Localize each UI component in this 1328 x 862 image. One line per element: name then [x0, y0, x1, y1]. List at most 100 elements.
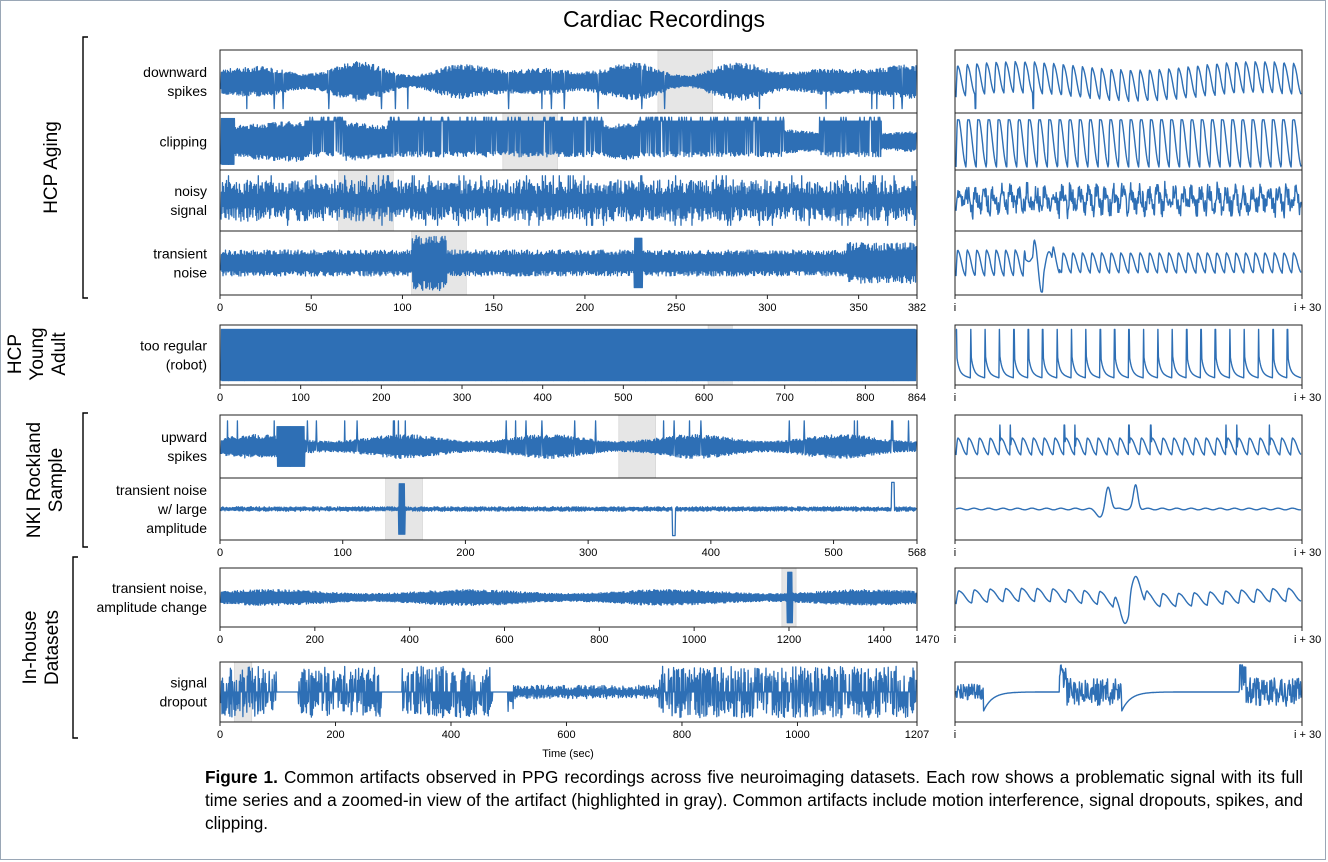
zoom-tick-label-start: i: [954, 392, 956, 404]
zoom-panel-frame: [954, 477, 1303, 541]
row-label: signal: [170, 202, 207, 218]
x-tick-label: 400: [702, 547, 720, 559]
row-label: noisy: [174, 183, 207, 199]
x-tick-label: 500: [824, 547, 842, 559]
full-signal-line: [220, 116, 917, 166]
x-tick-label: 100: [291, 392, 309, 404]
x-tick-label: 200: [456, 547, 474, 559]
zoom-tick-label-end: i + 30: [1294, 547, 1321, 559]
x-tick-label: 300: [758, 302, 776, 314]
row-label: spikes: [167, 448, 207, 464]
zoom-signal-line: [955, 180, 1302, 220]
x-tick-label: 1470: [915, 634, 939, 646]
group-label-line: Young: [27, 327, 48, 380]
zoom-tick-label-start: i: [954, 547, 956, 559]
x-tick-label: 200: [326, 729, 344, 741]
full-signal-line: [220, 235, 917, 292]
x-tick-label: 350: [849, 302, 867, 314]
x-tick-label: 250: [667, 302, 685, 314]
x-tick-label: 200: [306, 634, 324, 646]
group-bracket: [82, 36, 88, 299]
zoom-panel-frame: [954, 230, 1303, 296]
x-tick-label: 300: [453, 392, 471, 404]
x-tick-label: 500: [614, 392, 632, 404]
zoom-tick-label-start: i: [954, 302, 956, 314]
zoom-panel-frame: [954, 661, 1303, 723]
caption-label: Figure 1.: [205, 767, 278, 787]
x-tick-label: 200: [576, 302, 594, 314]
full-panel-frame: [219, 661, 918, 723]
group-label-line: HCP: [5, 334, 26, 374]
row-label: noise: [174, 265, 208, 281]
zoom-panel-frame: [954, 324, 1303, 386]
x-tick-label: 400: [534, 392, 552, 404]
group-bracket: [72, 556, 78, 739]
x-tick-label: 700: [776, 392, 794, 404]
figure-chart: downward spikes clipping noisy signal transie…: [5, 36, 1321, 760]
x-tick-label: 1000: [682, 634, 706, 646]
x-tick-label: 150: [485, 302, 503, 314]
row-label: upward: [161, 429, 207, 445]
x-tick-label: 382: [908, 302, 926, 314]
row-label: amplitude change: [96, 599, 207, 615]
group-label: In-house Datasets: [20, 610, 63, 685]
row-label: too regular: [140, 338, 207, 354]
x-tick-label: 600: [695, 392, 713, 404]
x-tick-label: 864: [908, 392, 926, 404]
zoom-signal-line: [955, 575, 1302, 625]
x-tick-label: 400: [400, 634, 418, 646]
group-label-line: HCP Aging: [41, 121, 62, 214]
x-tick-label: 800: [856, 392, 874, 404]
x-tick-label: 400: [442, 729, 460, 741]
group-label-line: Adult: [49, 332, 70, 376]
full-signal-line: [220, 61, 917, 110]
x-tick-label: 568: [908, 547, 926, 559]
full-signal-line: [220, 328, 917, 382]
full-signal-line: [220, 175, 917, 226]
group-label: NKI Rockland Sample: [24, 422, 67, 538]
zoom-panel-frame: [954, 567, 1303, 628]
x-tick-label: 100: [393, 302, 411, 314]
full-panel-frame: [219, 567, 918, 628]
group-label: HCP Aging: [41, 121, 62, 214]
x-tick-label: 1400: [867, 634, 891, 646]
full-signal-line: [220, 481, 917, 537]
x-tick-label: 0: [217, 729, 223, 741]
full-panel-frame: [219, 324, 918, 386]
zoom-signal-line: [955, 424, 1302, 456]
x-tick-label: 1200: [777, 634, 801, 646]
row-label: w/ large: [157, 501, 207, 517]
row-label: (robot): [166, 357, 207, 373]
x-tick-label: 0: [217, 634, 223, 646]
x-tick-label: 1207: [905, 729, 929, 741]
x-tick-label: 0: [217, 392, 223, 404]
x-axis-title: Time (sec): [542, 748, 594, 760]
x-tick-label: 0: [217, 302, 223, 314]
row-label: transient: [153, 246, 207, 262]
full-signal-line: [220, 420, 917, 468]
x-tick-label: 1000: [785, 729, 809, 741]
x-tick-label: 600: [557, 729, 575, 741]
zoom-signal-line: [955, 664, 1302, 712]
row-label: amplitude: [146, 520, 207, 536]
row-label: transient noise,: [112, 580, 207, 596]
group-label: HCP Young Adult: [5, 327, 70, 380]
zoom-tick-label-end: i + 30: [1294, 729, 1321, 741]
row-label: spikes: [167, 83, 207, 99]
full-signal-line: [220, 571, 917, 624]
caption-text: Common artifacts observed in PPG recordi…: [205, 767, 1303, 833]
zoom-signal-line: [955, 239, 1302, 293]
full-panel-frame: [219, 477, 918, 541]
row-label: signal: [170, 675, 207, 691]
x-tick-label: 800: [590, 634, 608, 646]
row-label: downward: [143, 64, 207, 80]
zoom-tick-label-end: i + 30: [1294, 392, 1321, 404]
zoom-signal-line: [955, 119, 1302, 168]
zoom-tick-label-end: i + 30: [1294, 302, 1321, 314]
zoom-tick-label-start: i: [954, 634, 956, 646]
figure-caption: Figure 1. Common artifacts observed in P…: [205, 766, 1303, 835]
x-tick-label: 200: [372, 392, 390, 404]
row-label: dropout: [160, 694, 208, 710]
figure-title: Cardiac Recordings: [563, 6, 765, 32]
